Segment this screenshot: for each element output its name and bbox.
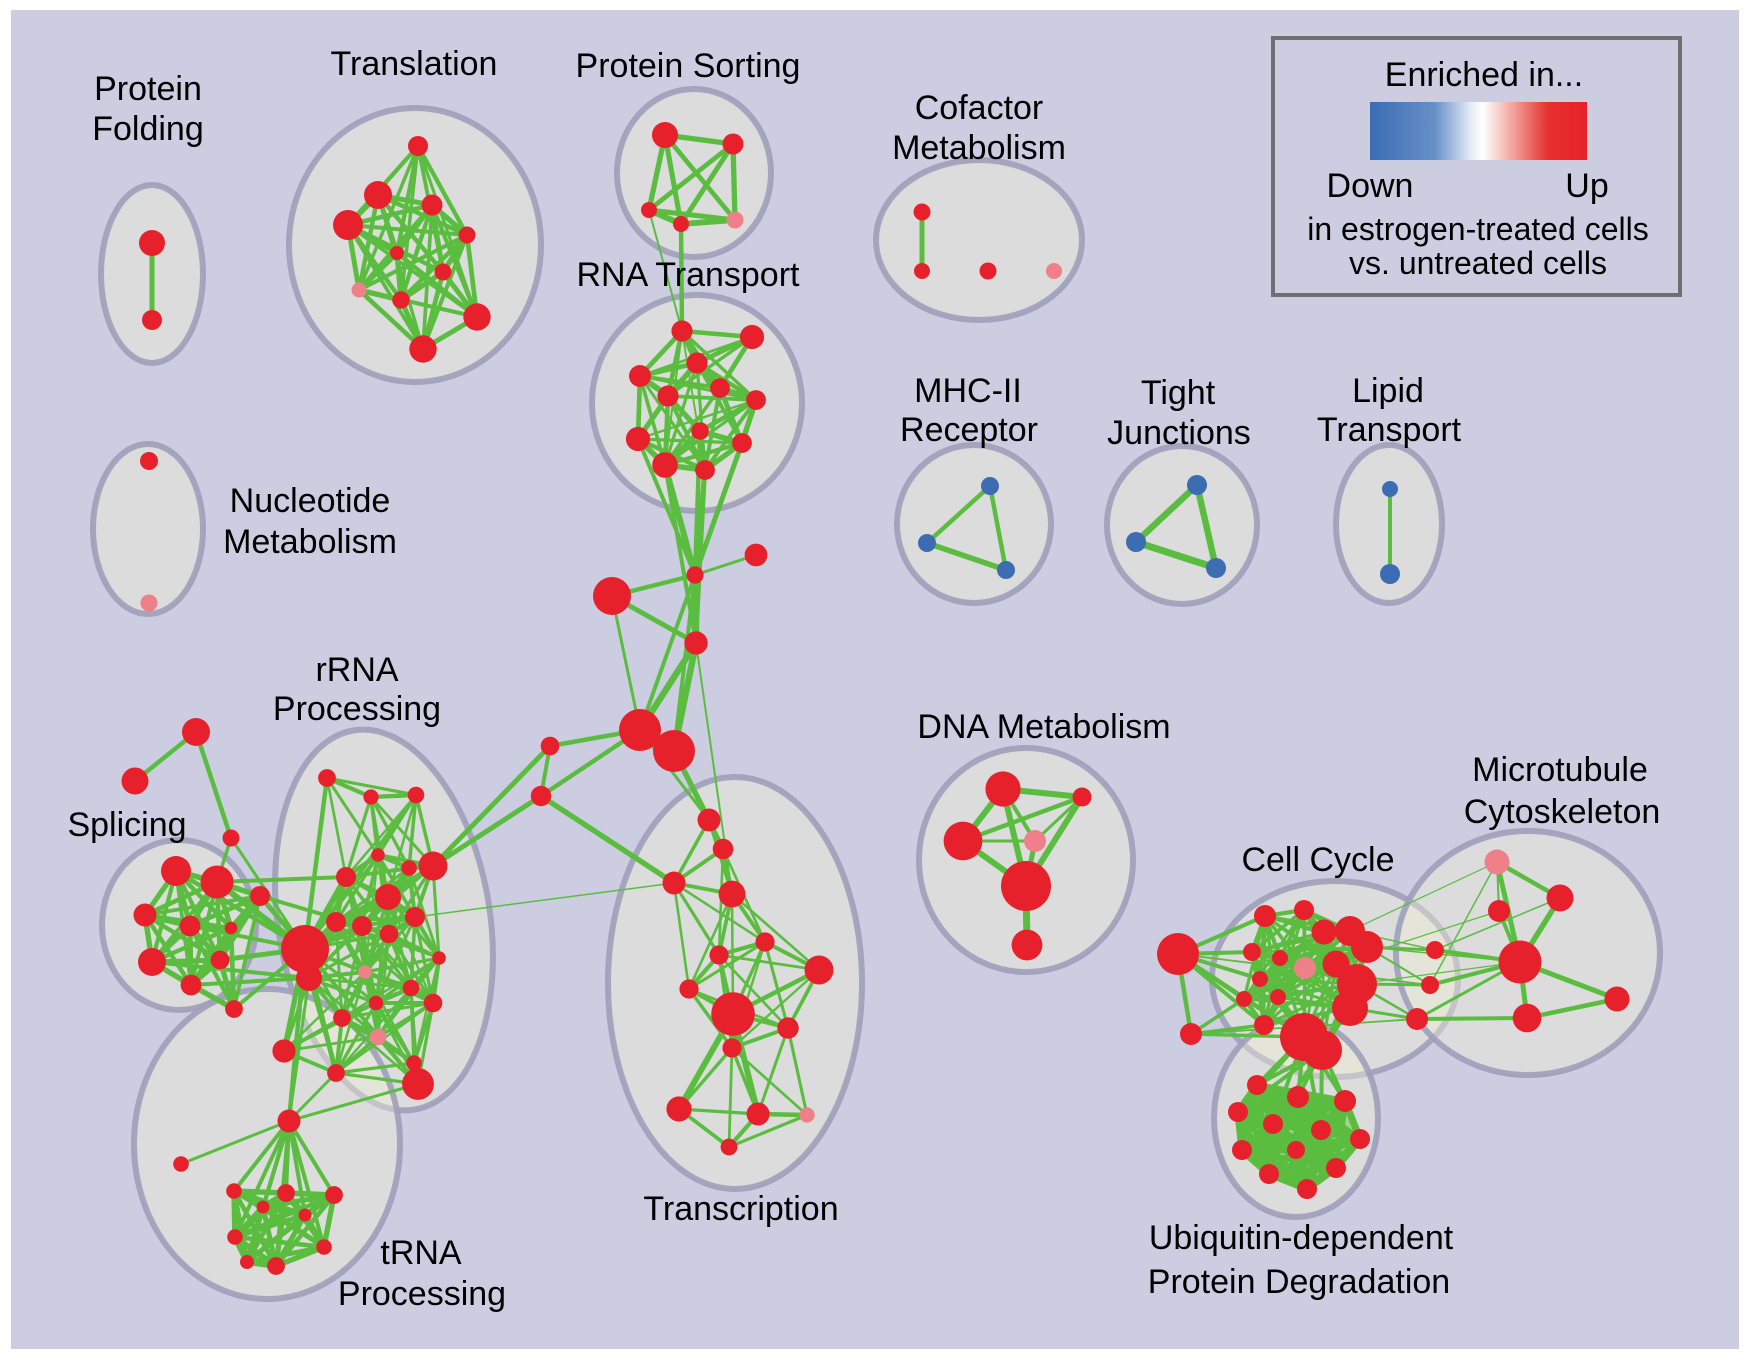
- svg-text:Ubiquitin-dependent: Ubiquitin-dependent: [1149, 1219, 1454, 1257]
- svg-text:Receptor: Receptor: [900, 411, 1038, 449]
- svg-text:Transcription: Transcription: [643, 1190, 838, 1228]
- svg-text:rRNA: rRNA: [315, 651, 398, 689]
- svg-text:Metabolism: Metabolism: [223, 523, 397, 561]
- svg-text:Junctions: Junctions: [1107, 414, 1251, 452]
- svg-text:Folding: Folding: [92, 110, 204, 148]
- svg-text:in estrogen-treated cells: in estrogen-treated cells: [1307, 211, 1649, 247]
- svg-text:Splicing: Splicing: [67, 806, 186, 844]
- svg-text:Cytoskeleton: Cytoskeleton: [1464, 793, 1661, 831]
- svg-text:tRNA: tRNA: [380, 1234, 462, 1272]
- svg-text:Cell Cycle: Cell Cycle: [1241, 841, 1394, 879]
- svg-text:Translation: Translation: [331, 45, 498, 83]
- svg-text:RNA Transport: RNA Transport: [577, 256, 801, 294]
- svg-text:Enriched in...: Enriched in...: [1385, 56, 1583, 94]
- svg-text:MHC-II: MHC-II: [914, 372, 1022, 410]
- svg-text:vs. untreated cells: vs. untreated cells: [1349, 245, 1607, 281]
- svg-text:Processing: Processing: [338, 1275, 506, 1313]
- svg-text:Processing: Processing: [273, 690, 441, 728]
- svg-text:Protein: Protein: [94, 70, 202, 108]
- svg-text:Protein Sorting: Protein Sorting: [576, 47, 801, 85]
- svg-text:Metabolism: Metabolism: [892, 129, 1066, 167]
- svg-text:DNA Metabolism: DNA Metabolism: [917, 708, 1170, 746]
- svg-text:Cofactor: Cofactor: [915, 89, 1044, 127]
- svg-text:Microtubule: Microtubule: [1472, 751, 1648, 789]
- svg-text:Up: Up: [1565, 167, 1608, 205]
- svg-text:Down: Down: [1327, 167, 1414, 205]
- svg-text:Tight: Tight: [1141, 374, 1216, 412]
- svg-text:Nucleotide: Nucleotide: [230, 482, 391, 520]
- svg-text:Lipid: Lipid: [1352, 372, 1424, 410]
- svg-text:Transport: Transport: [1317, 411, 1462, 449]
- svg-text:Protein Degradation: Protein Degradation: [1148, 1263, 1450, 1301]
